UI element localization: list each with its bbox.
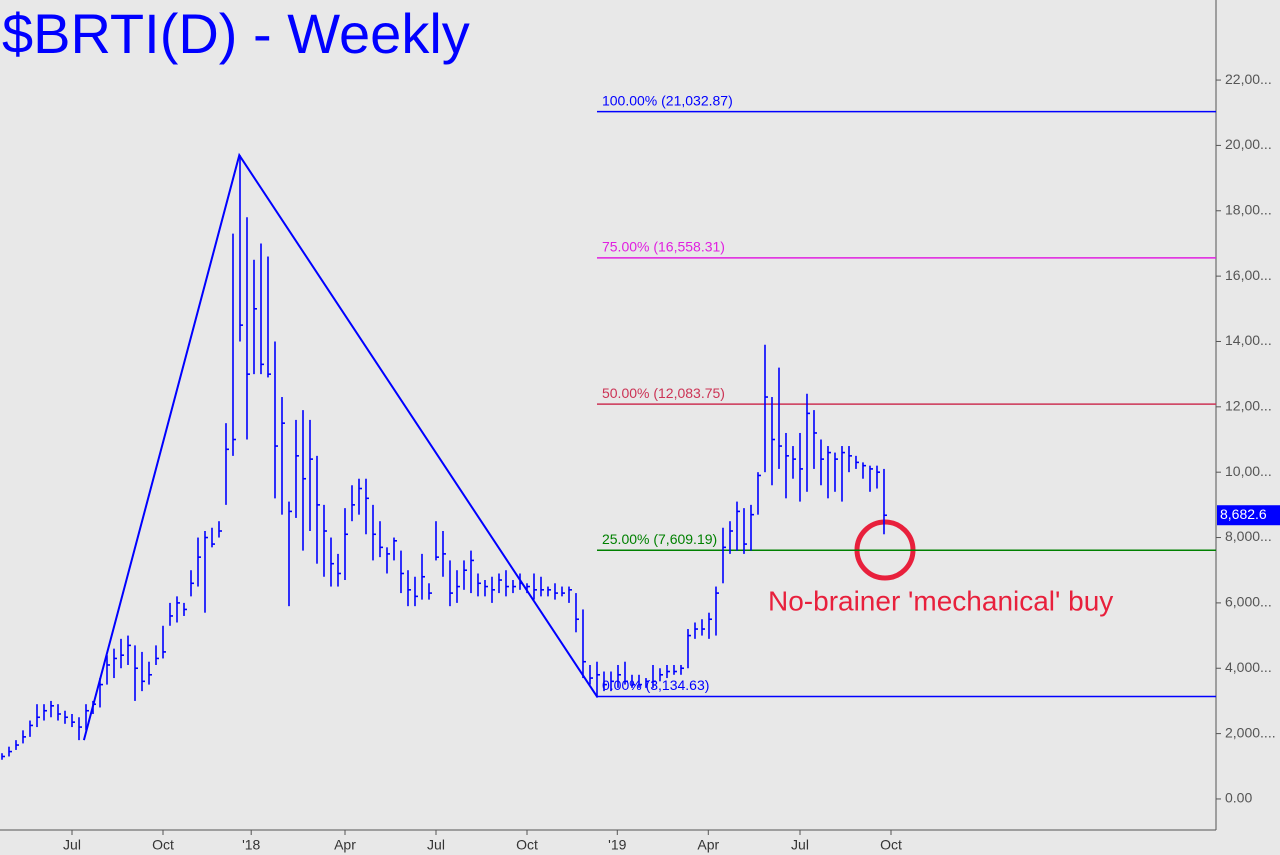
x-tick-label: Oct bbox=[880, 837, 902, 853]
fib-label: 25.00% (7,609.19) bbox=[602, 531, 717, 547]
fib-label: 100.00% (21,032.87) bbox=[602, 92, 733, 108]
last-price-box bbox=[1217, 505, 1280, 526]
x-tick-label: '19 bbox=[608, 837, 626, 853]
x-tick-label: Oct bbox=[516, 837, 538, 853]
y-tick-label: 10,00... bbox=[1225, 463, 1272, 479]
y-tick-label: 4,000... bbox=[1225, 659, 1272, 675]
y-tick-label: 8,000... bbox=[1225, 528, 1272, 544]
y-tick-label: 12,00... bbox=[1225, 398, 1272, 414]
chart-title: $BRTI(D) - Weekly bbox=[2, 2, 470, 65]
y-tick-label: 6,000... bbox=[1225, 594, 1272, 610]
x-tick-label: Jul bbox=[791, 837, 809, 853]
x-tick-label: Oct bbox=[152, 837, 174, 853]
y-tick-label: 0.00 bbox=[1225, 790, 1252, 806]
fib-label: 0.00% (3,134.63) bbox=[602, 677, 709, 693]
y-tick-label: 18,00... bbox=[1225, 201, 1272, 217]
y-tick-label: 22,00... bbox=[1225, 71, 1272, 87]
y-tick-label: 16,00... bbox=[1225, 267, 1272, 283]
x-tick-label: '18 bbox=[242, 837, 260, 853]
y-tick-label: 2,000.... bbox=[1225, 724, 1276, 740]
annotation: No-brainer 'mechanical' buy bbox=[768, 585, 1113, 616]
last-price-label: 8,682.6 bbox=[1220, 506, 1267, 522]
fib-label: 50.00% (12,083.75) bbox=[602, 385, 725, 401]
y-tick-label: 20,00... bbox=[1225, 136, 1272, 152]
fib-label: 75.00% (16,558.31) bbox=[602, 239, 725, 255]
x-tick-label: Jul bbox=[427, 837, 445, 853]
x-tick-label: Apr bbox=[697, 837, 719, 853]
x-tick-label: Apr bbox=[334, 837, 356, 853]
y-tick-label: 14,00... bbox=[1225, 332, 1272, 348]
x-tick-label: Jul bbox=[63, 837, 81, 853]
